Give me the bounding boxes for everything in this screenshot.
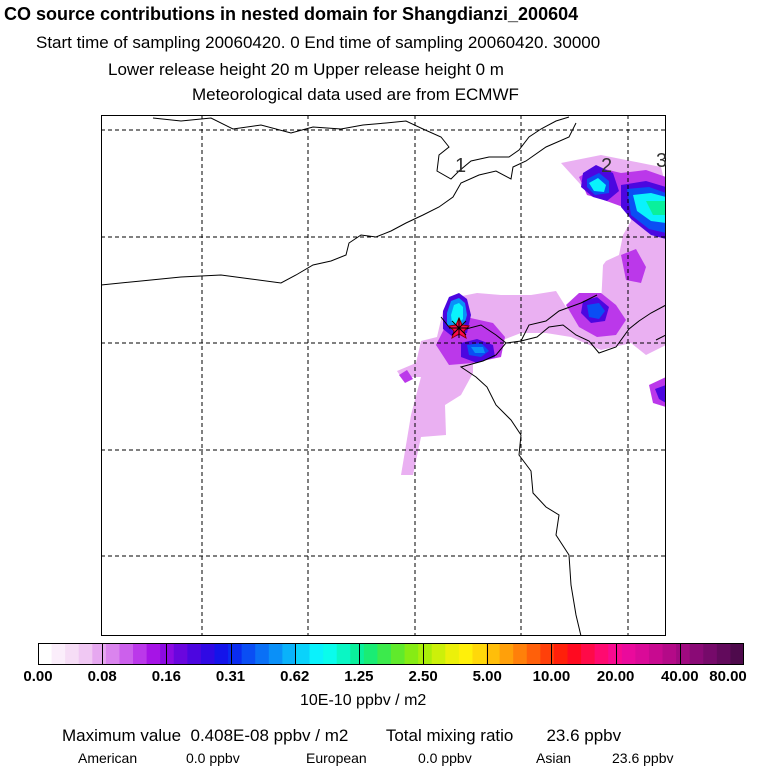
asian-label: Asian [536,750,572,766]
scale-cell [309,643,324,665]
scale-tick-label: 40.00 [661,668,699,685]
scale-cell [160,643,175,665]
scale-cell [404,643,419,665]
scale-cell [363,643,379,665]
nested-domain-map: 1 2 3 [101,115,666,636]
scale-cell [200,643,216,665]
summary-line: Maximum value 0.408E-08 ppbv / m2 Total … [62,726,621,746]
max-value: 0.408E-08 ppbv / m2 [190,726,349,745]
grid-label-3: 3 [656,150,666,172]
total-mixing-label: Total mixing ratio [385,726,514,745]
scale-cell [146,643,161,665]
meteo-source: Meteorological data used are from ECMWF [192,85,519,104]
total-mixing-value: 23.6 ppbv [546,726,622,745]
scale-cell [105,643,121,665]
star-icon [447,316,471,340]
scale-cell [730,643,744,665]
scale-cell [676,643,691,665]
scale-cell [51,643,66,665]
scale-cell [526,643,541,665]
concentration-field [397,155,666,475]
scale-cell [689,643,704,665]
scale-cell [662,643,677,665]
scale-cell [295,643,311,665]
scale-cell [418,643,433,665]
scale-cell [635,643,650,665]
scale-cell [445,643,460,665]
european-label: European [306,750,367,766]
european-value: 0.0 ppbv [418,750,472,766]
scale-tick-label: 0.00 [23,668,53,685]
scale-tick-label: 5.00 [472,668,502,685]
asian-value: 23.6 ppbv [612,750,674,766]
scale-cell [336,643,351,665]
scale-cell [255,643,270,665]
scale-cell [323,643,338,665]
scale-cell [214,643,229,665]
scale-cell [648,643,664,665]
scale-cell [486,643,501,665]
scale-cell [187,643,202,665]
scale-cell [621,643,636,665]
scale-cell [282,643,297,665]
scale-cell [540,643,555,665]
color-scale-ticks: 0.00 0.08 0.16 0.31 0.62 1.25 2.50 5.00 10.00 20.… [0,668,768,688]
scale-cell [228,643,243,665]
scale-units: 10E-10 ppbv / m2 [300,692,427,709]
american-value: 0.0 ppbv [186,750,240,766]
scale-cell [241,643,256,665]
scale-tick-label: 0.62 [280,668,310,685]
scale-cell [350,643,365,665]
scale-cell [553,643,569,665]
scale-cell [92,643,107,665]
scale-cell [133,643,148,665]
scale-cell [65,643,80,665]
scale-cell [703,643,718,665]
scale-tick-label: 0.08 [87,668,117,685]
grid-label-1: 1 [455,155,466,177]
scale-cell [268,643,283,665]
scale-cell [594,643,609,665]
color-scale-bar [38,643,744,665]
scale-cell [499,643,514,665]
scale-tick-label: 1.25 [344,668,374,685]
american-label: American [78,750,138,766]
scale-tick-label: 0.31 [215,668,246,685]
scale-cell [173,643,188,665]
scale-cell [377,643,392,665]
scale-tick-label: 20.00 [596,668,635,685]
scale-cell [608,643,623,665]
max-value-label: Maximum value [62,726,182,745]
scale-cell [391,643,406,665]
scale-cell [472,643,487,665]
scale-cell [581,643,596,665]
scale-cell [119,643,134,665]
scale-tick-label: 0.16 [151,668,181,685]
scale-cell [567,643,582,665]
scale-tick-label: 10.00 [532,668,571,685]
scale-tick-label: 2.50 [408,668,438,685]
release-height: Lower release height 20 m Upper release … [108,60,504,79]
scale-cell [458,643,474,665]
scale-cell [513,643,528,665]
scale-tick-label: 80.00 [709,668,747,685]
sampling-time: Start time of sampling 20060420. 0 End t… [36,33,601,52]
scale-cell [431,643,446,665]
grid-label-2: 2 [601,155,612,177]
scale-cell [38,643,53,665]
map-title: CO source contributions in nested domain… [4,4,579,24]
coastline [101,116,666,636]
lat-lon-grid [101,115,666,636]
scale-cell [78,643,93,665]
map-frame [101,115,666,636]
scale-cell [716,643,732,665]
